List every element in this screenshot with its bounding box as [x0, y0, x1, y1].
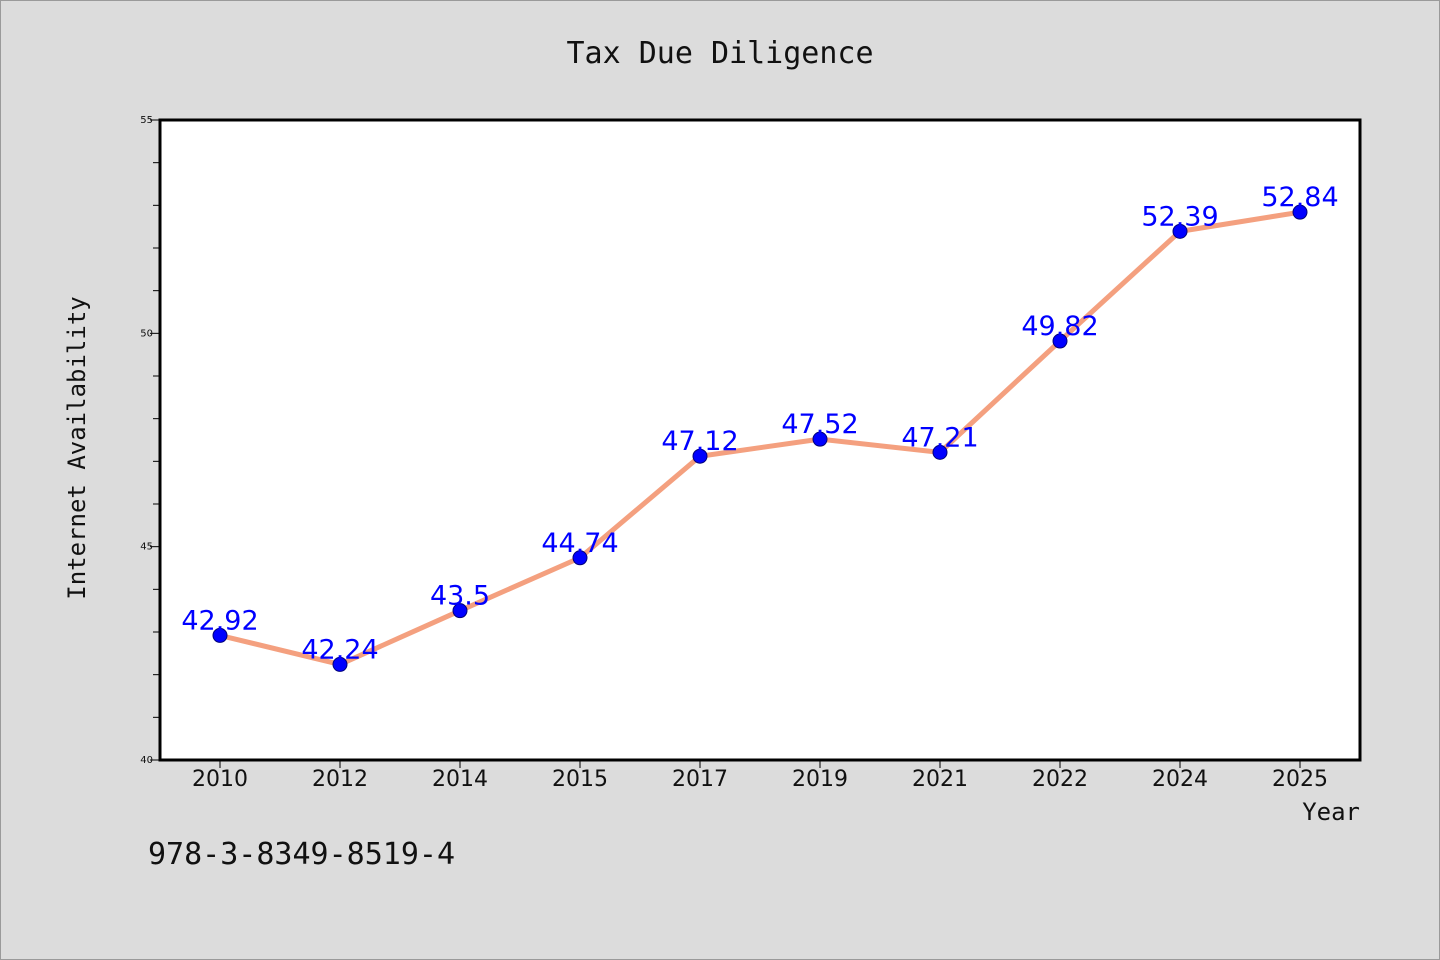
data-point-marker — [572, 550, 588, 566]
data-point-marker — [932, 444, 948, 460]
y-tick-label: 45 — [140, 542, 153, 553]
data-label: 52.39 — [1141, 201, 1218, 232]
series-line — [219, 209, 1301, 667]
data-label: 42.92 — [181, 605, 258, 636]
x-tick-label: 2015 — [552, 767, 608, 792]
x-tick-label: 2012 — [312, 767, 368, 792]
x-tick-label: 2019 — [792, 767, 848, 792]
x-tick-label: 2014 — [432, 767, 488, 792]
data-label: 47.12 — [661, 426, 738, 457]
x-tick-label: 2017 — [672, 767, 728, 792]
data-label: 47.21 — [901, 422, 978, 453]
data-point-marker — [1052, 333, 1068, 349]
data-point-marker — [1172, 223, 1188, 239]
data-point-marker — [332, 656, 348, 672]
data-point-marker — [692, 448, 708, 464]
x-axis-label: Year — [1302, 798, 1360, 826]
y-tick-label: 40 — [140, 755, 153, 766]
x-tick-label: 2025 — [1272, 767, 1328, 792]
data-label: 43.5 — [430, 581, 490, 612]
data-point-marker — [212, 627, 228, 643]
data-label: 52.84 — [1261, 182, 1338, 213]
y-axis: 40 45 50 55 — [140, 115, 160, 766]
data-label: 47.52 — [781, 409, 858, 440]
x-axis: 2010 2012 2014 2015 2017 2019 2021 2022 2024 2025 — [192, 760, 1328, 792]
y-axis-label: Internet Availability — [63, 296, 91, 599]
x-tick-label: 2024 — [1152, 767, 1208, 792]
x-tick-label: 2010 — [192, 767, 248, 792]
chart-title: Tax Due Diligence — [566, 36, 873, 71]
data-point-marker — [1292, 204, 1308, 220]
marker-group — [212, 204, 1308, 672]
x-tick-label: 2021 — [912, 767, 968, 792]
isbn-text: 978-3-8349-8519-4 — [148, 837, 455, 872]
y-tick-label: 55 — [140, 115, 153, 126]
data-point-marker — [812, 431, 828, 447]
data-label: 49.82 — [1021, 311, 1098, 342]
series-line-group — [219, 209, 1301, 667]
data-label: 42.24 — [301, 634, 378, 665]
data-point-marker — [452, 603, 468, 619]
x-tick-label: 2022 — [1032, 767, 1088, 792]
data-label-group: 42.92 42.24 43.5 44.74 47.12 47.52 47.21 49.82 5… — [181, 182, 1338, 665]
y-tick-label: 50 — [140, 328, 153, 339]
data-label: 44.74 — [541, 528, 618, 559]
